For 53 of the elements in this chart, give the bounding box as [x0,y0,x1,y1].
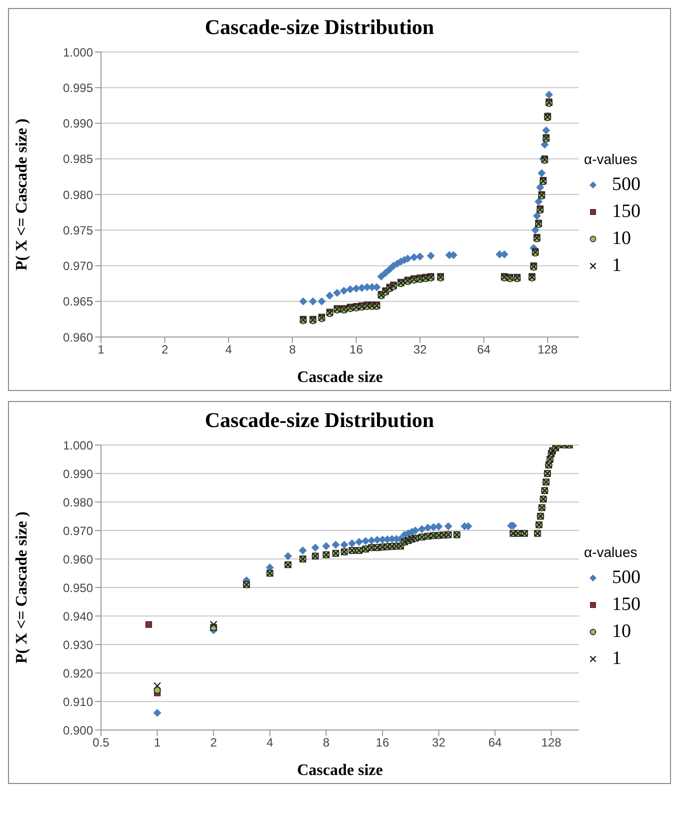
y-tick-label: 0.910 [62,694,94,709]
y-tick-label: 0.985 [62,152,94,166]
x-axis-title: Cascade size [297,369,383,386]
y-tick-label: 0.930 [62,638,94,652]
y-tick-label: 0.960 [62,552,94,566]
y-tick-label: 0.980 [62,188,94,202]
x-tick-label: 32 [413,342,428,357]
legend-label: 150 [612,200,640,222]
x-tick-label: 4 [266,736,274,750]
y-tick-label: 0.990 [62,466,94,481]
chart-title: Cascade-size Distribution [204,407,436,433]
x-tick-label: 64 [488,736,502,750]
y-tick-label: 0.990 [62,116,94,131]
x-tick-label: 16 [376,736,390,750]
y-tick-label: 0.940 [62,609,94,624]
y-tick-label: 0.950 [62,580,94,595]
legend-title: α-values [584,544,638,560]
y-tick-label: 0.995 [62,80,94,95]
legend-label: 1 [612,254,622,276]
y-tick-label: 0.980 [62,495,94,510]
y-axis-title: P( X <= Cascade size ) [14,512,31,664]
x-tick-label: 8 [289,342,296,357]
y-tick-label: 0.960 [62,330,94,344]
legend-label: 10 [612,620,631,642]
y-tick-label: 0.900 [62,723,94,738]
legend-label: 1 [612,648,622,670]
y-tick-label: 1.000 [62,45,94,60]
x-tick-label: 128 [538,342,558,357]
legend-title: α-values [584,151,638,167]
legend-label: 150 [612,594,640,616]
y-tick-label: 0.965 [62,294,94,309]
y-tick-label: 0.970 [62,524,94,538]
x-tick-label: 2 [210,736,218,750]
y-axis-title: P( X <= Cascade size ) [14,118,31,270]
x-tick-label: 1 [98,342,105,357]
x-tick-label: 64 [477,342,491,357]
y-tick-label: 0.975 [62,223,94,238]
x-tick-label: 4 [225,342,232,357]
chart-title: Cascade-size Distribution [204,14,436,40]
x-tick-label: 16 [350,342,364,357]
x-tick-label: 128 [541,736,562,750]
y-tick-label: 1.000 [62,438,94,452]
legend-label: 10 [612,228,631,250]
x-tick-label: 8 [322,736,330,750]
legend-label: 500 [612,566,640,588]
x-tick-label: 32 [432,736,446,750]
x-tick-label: 1 [154,736,161,750]
y-tick-label: 0.970 [62,259,94,274]
x-tick-label: 2 [161,342,168,357]
y-tick-label: 0.920 [62,666,94,680]
x-tick-label: 0.5 [92,736,110,750]
x-axis-title: Cascade size [297,762,383,779]
legend-label: 500 [612,174,640,196]
